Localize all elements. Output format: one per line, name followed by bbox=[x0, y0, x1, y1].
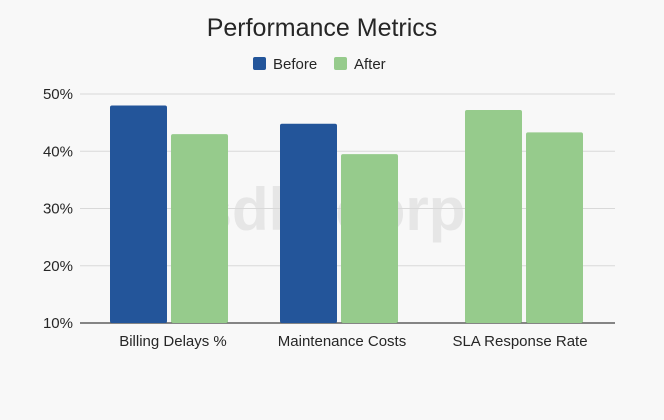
legend-label-after: After bbox=[354, 56, 386, 73]
legend-label-before: Before bbox=[273, 56, 317, 73]
legend-swatch-before bbox=[253, 57, 266, 70]
x-axis: Billing Delays % Maintenance Costs SLA Res… bbox=[119, 333, 587, 350]
y-tick-label: 20% bbox=[43, 258, 73, 275]
x-category-label: Maintenance Costs bbox=[278, 333, 406, 350]
bar-after-0 bbox=[171, 134, 228, 323]
y-axis: 10% 20% 30% 40% 50% bbox=[43, 86, 73, 332]
x-category-label: Billing Delays % bbox=[119, 333, 227, 350]
y-tick-label: 40% bbox=[43, 143, 73, 160]
bars bbox=[110, 105, 583, 324]
bar-after-2-2 bbox=[526, 132, 583, 323]
bar-after-1 bbox=[341, 154, 398, 323]
bar-before-0 bbox=[110, 105, 167, 323]
bar-before-1 bbox=[280, 123, 337, 324]
bar-after-2 bbox=[465, 110, 522, 323]
y-tick-label: 30% bbox=[43, 201, 73, 218]
y-tick-label: 50% bbox=[43, 86, 73, 103]
y-tick-label: 10% bbox=[43, 315, 73, 332]
legend: Before After bbox=[253, 56, 386, 73]
x-category-label: SLA Response Rate bbox=[452, 333, 587, 350]
chart-title: Performance Metrics bbox=[207, 14, 438, 42]
legend-swatch-after bbox=[334, 57, 347, 70]
